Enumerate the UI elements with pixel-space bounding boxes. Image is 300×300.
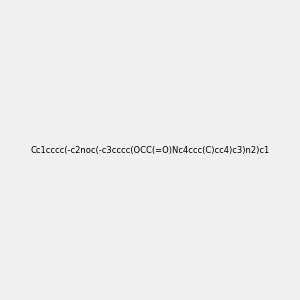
Text: Cc1cccc(-c2noc(-c3cccc(OCC(=O)Nc4ccc(C)cc4)c3)n2)c1: Cc1cccc(-c2noc(-c3cccc(OCC(=O)Nc4ccc(C)c… [30, 146, 270, 154]
